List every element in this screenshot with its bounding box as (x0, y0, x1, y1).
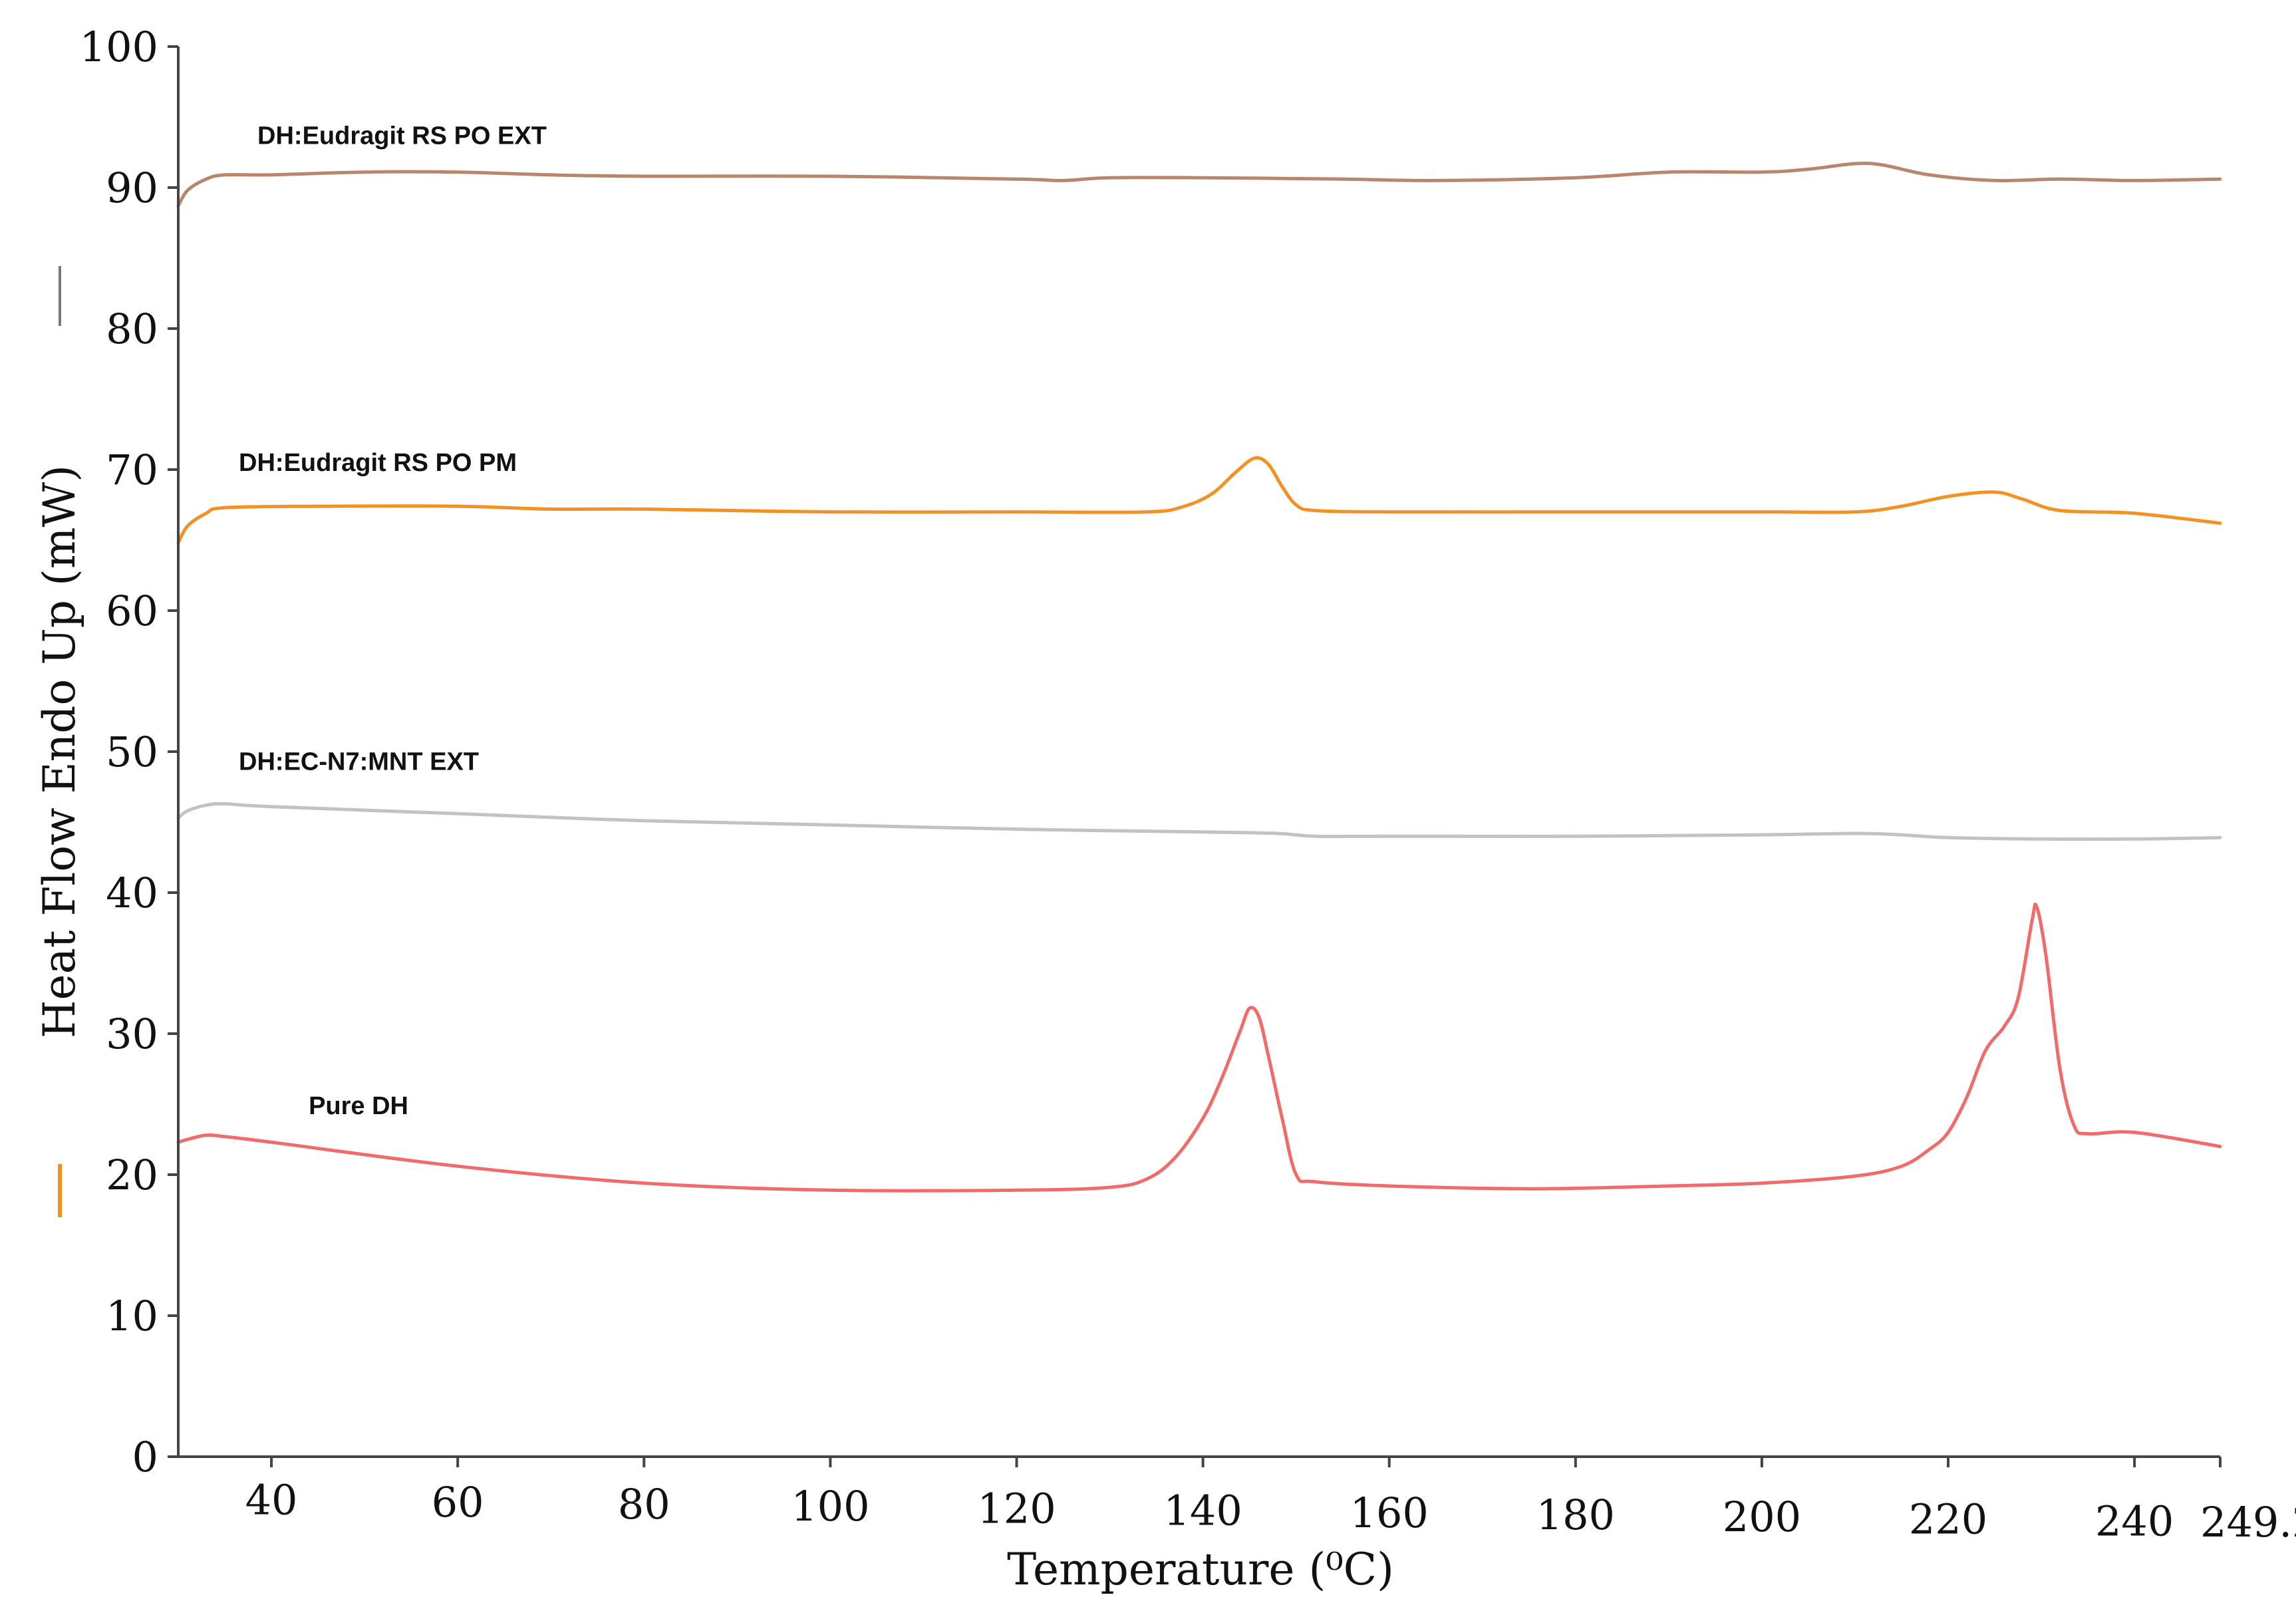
series-line-dh-ec-n7-mnt-ext (176, 802, 2222, 841)
y-tick-label: 80 (106, 305, 158, 353)
x-tick-label: 40 (245, 1476, 298, 1525)
series-label-dh-ec-n7-mnt-ext: DH:EC-N7:MNT EXT (239, 748, 479, 776)
y-tick-label: 30 (106, 1010, 158, 1058)
series-label-dh-eudragit-rs-po-pm: DH:Eudragit RS PO PM (239, 449, 517, 477)
series-label-pure-dh: Pure DH (309, 1092, 408, 1120)
series-curves (176, 161, 2222, 1193)
y-tick-label: 70 (106, 446, 158, 494)
x-tick-label: 249.2 (2200, 1498, 2296, 1546)
x-tick-label: 240 (2095, 1497, 2174, 1546)
y-tick-label: 40 (106, 869, 158, 917)
x-tick-label: 80 (618, 1480, 670, 1529)
axes (177, 47, 2220, 1458)
y-tick-label: 100 (80, 23, 158, 71)
series-line-dh-eudragit-rs-po-ext (176, 161, 2222, 208)
series-line-pure-dh (176, 903, 2222, 1193)
x-tick-label: 100 (791, 1482, 869, 1531)
x-ticks: 40 60 80 100 120 140 160 180 200 220 240 249.2 (245, 1457, 2296, 1546)
y-axis-title-group: Heat Flow Endo Up (mW) (34, 266, 85, 1217)
y-axis-title: Heat Flow Endo Up (mW) (34, 465, 85, 1038)
x-tick-label: 200 (1723, 1493, 1801, 1541)
x-tick-label: 120 (977, 1484, 1056, 1533)
y-tick-label: 60 (106, 587, 158, 635)
y-tick-label: 20 (106, 1151, 158, 1199)
y-tick-label: 10 (106, 1292, 158, 1340)
x-tick-label: 180 (1536, 1491, 1615, 1539)
x-tick-label: 220 (1909, 1495, 1987, 1543)
y-tick-label: 90 (106, 164, 158, 212)
x-tick-label: 140 (1163, 1487, 1242, 1535)
x-tick-label: 160 (1350, 1489, 1429, 1537)
x-tick-label: 60 (432, 1478, 484, 1527)
series-labels: DH:Eudragit RS PO EXT DH:Eudragit RS PO P… (239, 122, 547, 1120)
y-tick-label: 50 (106, 728, 158, 776)
x-axis-title: Temperature (⁰C) (1007, 1544, 1394, 1595)
series-line-dh-eudragit-rs-po-pm (176, 456, 2222, 545)
y-ticks: 0 10 20 30 40 50 60 70 80 90 100 (80, 23, 178, 1481)
y-tick-label: 0 (132, 1433, 158, 1481)
series-label-dh-eudragit-rs-po-ext: DH:Eudragit RS PO EXT (257, 122, 547, 150)
